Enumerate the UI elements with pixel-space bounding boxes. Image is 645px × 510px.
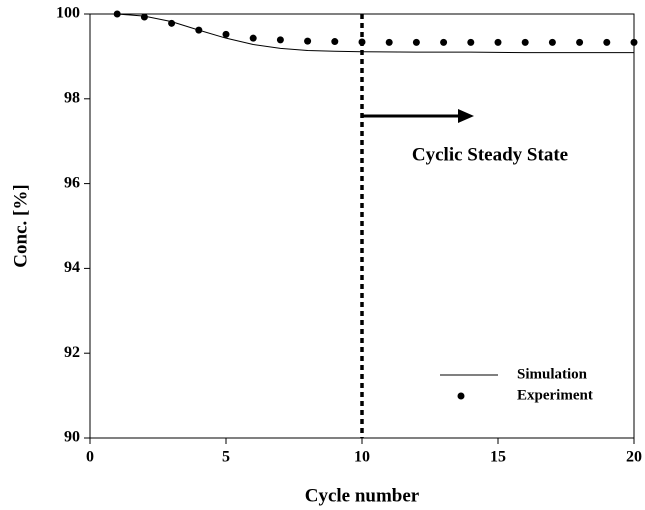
x-tick-label: 15 (490, 449, 506, 466)
experiment-point (331, 38, 339, 46)
experiment-point (521, 38, 529, 46)
x-tick-label: 20 (626, 449, 642, 466)
experiment-point (113, 10, 121, 18)
legend-marker (457, 392, 465, 400)
arrow-head (458, 109, 474, 123)
y-tick-label: 100 (56, 5, 80, 22)
experiment-point (195, 26, 203, 34)
x-tick-label: 0 (86, 449, 94, 466)
experiment-point (548, 38, 556, 46)
x-axis-label: Cycle number (305, 485, 420, 506)
experiment-point (412, 38, 420, 46)
y-axis-label: Conc. [%] (10, 184, 31, 267)
x-tick-label: 10 (354, 449, 370, 466)
experiment-point (168, 19, 176, 27)
annotation: Cyclic Steady State (412, 144, 568, 165)
y-tick-label: 90 (64, 429, 80, 446)
y-tick-label: 92 (64, 344, 80, 361)
experiment-point (630, 38, 638, 46)
legend-label: Experiment (517, 387, 593, 403)
y-tick-label: 98 (64, 89, 80, 106)
experiment-point (385, 38, 393, 46)
experiment-point (494, 38, 502, 46)
experiment-point (222, 30, 230, 38)
y-tick-label: 96 (64, 174, 80, 191)
y-tick-label: 94 (64, 259, 80, 276)
experiment-point (140, 13, 148, 21)
experiment-point (576, 38, 584, 46)
x-tick-label: 5 (222, 449, 230, 466)
experiment-point (358, 38, 366, 46)
experiment-point (276, 36, 284, 44)
legend-label: Simulation (517, 366, 588, 382)
experiment-point (249, 34, 257, 42)
experiment-point (440, 38, 448, 46)
simulation-line (117, 13, 634, 54)
experiment-point (304, 37, 312, 45)
experiment-point (603, 38, 611, 46)
experiment-point (467, 38, 475, 46)
